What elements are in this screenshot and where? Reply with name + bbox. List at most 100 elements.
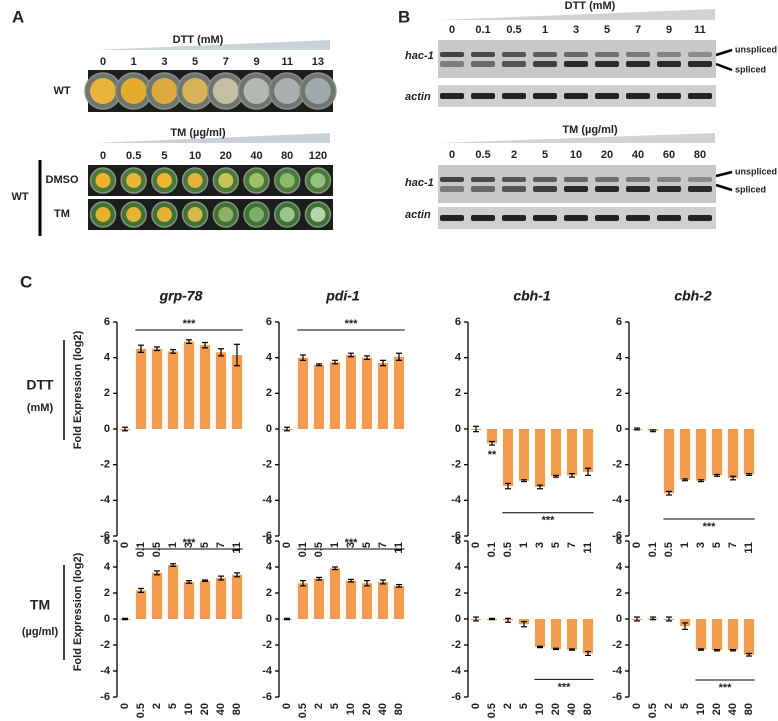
band xyxy=(657,61,681,67)
band xyxy=(471,215,495,221)
bar xyxy=(534,619,546,647)
y-axis-label: Fold Expression (log2) xyxy=(72,552,84,671)
error-bar xyxy=(746,652,752,657)
x-tick-label: 2 xyxy=(502,703,514,709)
y-tick-label: 0 xyxy=(104,613,110,625)
chart-title: cbh-2 xyxy=(674,288,712,304)
bar xyxy=(534,429,546,487)
x-tick-label: 80 xyxy=(582,703,594,715)
x-tick-label: 0.1 xyxy=(135,542,147,557)
band xyxy=(440,52,464,57)
x-tick-label: 0 xyxy=(631,703,643,709)
x-tick-label: 5 xyxy=(518,703,530,709)
colony xyxy=(310,207,326,222)
x-tick-label: 40 xyxy=(566,703,578,715)
bar xyxy=(377,363,389,429)
band xyxy=(471,177,495,182)
concentration-label: 13 xyxy=(312,56,324,68)
x-tick-label: 7 xyxy=(727,542,739,548)
band xyxy=(688,52,712,57)
band xyxy=(440,215,464,221)
concentration-label: 5 xyxy=(161,150,167,162)
error-bar xyxy=(537,484,543,490)
y-tick-label: -2 xyxy=(262,639,272,651)
bar xyxy=(151,572,163,619)
colony xyxy=(126,173,142,188)
colony xyxy=(279,207,295,222)
error-bar xyxy=(698,479,704,483)
x-tick-label: 10 xyxy=(695,703,707,715)
x-tick-label: 0.5 xyxy=(663,542,675,557)
y-tick-label: 6 xyxy=(266,316,272,328)
colony xyxy=(310,173,326,188)
x-tick-label: 11 xyxy=(743,542,755,554)
error-bar xyxy=(585,650,591,657)
lane-label: 80 xyxy=(694,149,706,161)
bar xyxy=(393,585,405,619)
bar xyxy=(151,348,163,429)
band-label: unspliced xyxy=(735,44,777,54)
y-tick-label: 4 xyxy=(455,352,462,364)
bar xyxy=(167,565,179,619)
x-tick-label: 10 xyxy=(345,703,357,715)
bar xyxy=(329,568,341,619)
bar xyxy=(183,581,195,619)
y-tick-label: 4 xyxy=(616,561,623,573)
concentration-label: 9 xyxy=(253,56,259,68)
x-tick-label: 0 xyxy=(281,703,293,709)
significance-label: *** xyxy=(542,515,556,527)
x-tick-label: 11 xyxy=(393,542,405,554)
error-bar xyxy=(698,648,704,651)
chart-title: cbh-1 xyxy=(513,288,551,304)
band xyxy=(502,61,526,67)
lane-label: 0.1 xyxy=(475,24,490,36)
concentration-label: 1 xyxy=(131,56,137,68)
y-tick-label: 0 xyxy=(616,613,622,625)
y-tick-label: 2 xyxy=(104,587,110,599)
x-tick-label: 0.1 xyxy=(486,542,498,557)
x-tick-label: 3 xyxy=(695,542,707,548)
colony xyxy=(218,173,234,188)
bar xyxy=(566,619,578,650)
bar xyxy=(377,581,389,619)
lane-label: 11 xyxy=(694,24,706,36)
band xyxy=(595,186,619,192)
bar xyxy=(167,351,179,429)
bar xyxy=(679,429,691,480)
bar xyxy=(743,619,755,655)
bar xyxy=(297,583,309,619)
band-label: unspliced xyxy=(735,166,777,176)
band xyxy=(440,61,464,67)
error-bar xyxy=(218,575,224,581)
y-tick-label: 6 xyxy=(616,535,622,547)
y-tick-label: -6 xyxy=(451,691,461,703)
error-bar xyxy=(489,617,495,621)
bar xyxy=(393,356,405,429)
error-bar xyxy=(138,587,144,593)
x-tick-label: 2 xyxy=(151,703,163,709)
y-tick-label: -2 xyxy=(612,459,622,471)
gradient-wedge xyxy=(95,40,330,50)
y-tick-label: -4 xyxy=(451,665,462,677)
x-tick-label: 80 xyxy=(393,703,405,715)
band xyxy=(564,93,588,99)
x-tick-label: 0.1 xyxy=(647,542,659,557)
colony xyxy=(274,78,301,104)
band xyxy=(471,52,495,57)
row-treatment: TM xyxy=(30,597,50,613)
significance-label: *** xyxy=(703,521,717,533)
error-bar xyxy=(650,616,656,621)
chart-title: pdi-1 xyxy=(325,288,360,304)
row-unit: (mM) xyxy=(27,402,54,414)
x-tick-label: 20 xyxy=(199,703,211,715)
error-bar xyxy=(380,579,386,585)
x-tick-label: 0.5 xyxy=(313,542,325,557)
bar xyxy=(727,619,739,651)
x-tick-label: 5 xyxy=(550,542,562,548)
y-tick-label: -6 xyxy=(262,530,272,542)
x-tick-label: 5 xyxy=(711,542,723,548)
error-bar xyxy=(505,617,511,623)
y-tick-label: -2 xyxy=(451,459,461,471)
bar xyxy=(199,345,211,429)
